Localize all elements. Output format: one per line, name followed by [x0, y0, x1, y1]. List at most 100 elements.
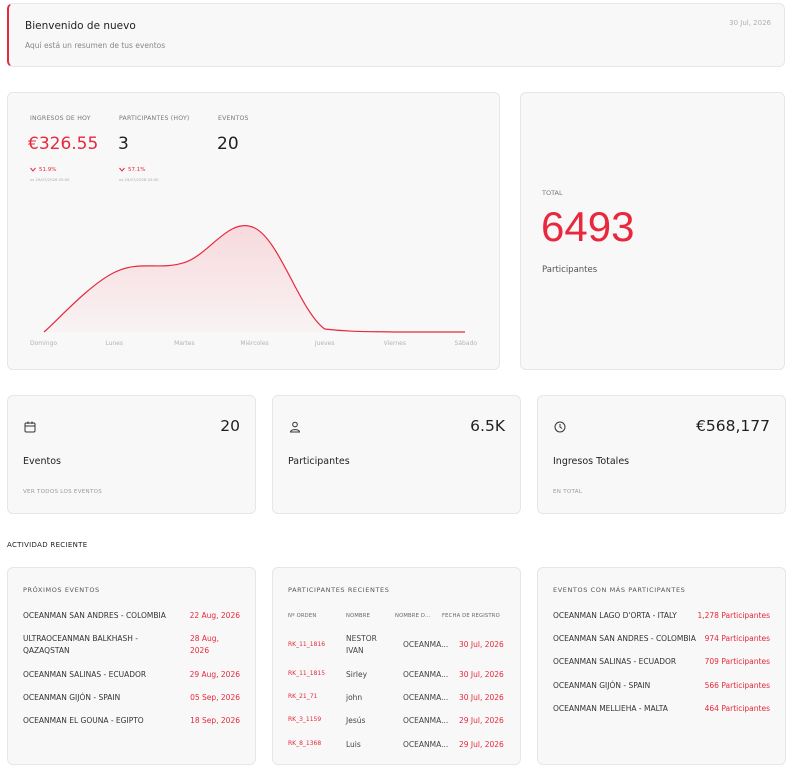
list-item[interactable]: OCEANMAN MELLIEHA - MALTA 464 Participant…	[553, 704, 770, 713]
events-label: EVENTOS	[218, 115, 249, 122]
recent-participants-title: PARTICIPANTES RECIENTES	[288, 586, 390, 594]
participants-delta-value: 57.1%	[128, 167, 146, 173]
registration-date: 29 Jul, 2026	[459, 740, 504, 749]
event-date: 22 Aug, 2026	[189, 611, 240, 620]
column-header: FECHA DE REGISTRO	[442, 613, 500, 619]
top-events-title: EVENTOS CON MÁS PARTICIPANTES	[553, 586, 686, 594]
income-vs: vs 29/07/2026 05:00	[30, 177, 70, 182]
order-id[interactable]: RK_8_1368	[288, 740, 322, 747]
order-id[interactable]: RK_11_1815	[288, 670, 326, 677]
event-name: OCEANMAN EL GOUNA - EGIPTO	[23, 716, 144, 725]
registration-date: 30 Jul, 2026	[459, 693, 504, 702]
welcome-banner: Bienvenido de nuevo Aquí está un resumen…	[7, 3, 785, 67]
list-item[interactable]: OCEANMAN SAN ANDRES - COLOMBIA 974 Partic…	[553, 634, 770, 643]
participant-count: 709 Participantes	[704, 657, 770, 666]
list-item[interactable]: OCEANMAN SALINAS - ECUADOR 709 Participan…	[553, 657, 770, 666]
participant-name: john	[346, 693, 363, 702]
list-item[interactable]: OCEANMAN GIJÓN - SPAIN 566 Participantes	[553, 681, 770, 690]
income-value: €326.55	[28, 134, 99, 154]
activity-heading: ACTIVIDAD RECIENTE	[7, 541, 88, 549]
registration-date: 30 Jul, 2026	[459, 640, 504, 649]
x-tick-label: Sábado	[455, 340, 478, 347]
participants-summary-name: Participantes	[288, 456, 350, 467]
list-item[interactable]: OCEANMAN EL GOUNA - EGIPTO 18 Sep, 2026	[23, 716, 240, 725]
order-id[interactable]: RK_21_71	[288, 693, 318, 700]
events-value: 20	[217, 134, 239, 154]
income-summary-name: Ingresos Totales	[553, 456, 630, 467]
list-item[interactable]: OCEANMAN LAGO D'ORTA - ITALY 1,278 Partic…	[553, 611, 770, 620]
event-name: OCEANMAN SALINAS - ECUADOR	[23, 670, 147, 679]
events-summary-value: 20	[220, 417, 240, 435]
x-tick-label: Viernes	[384, 340, 406, 347]
chevron-down-icon	[119, 167, 125, 172]
income-summary-card[interactable]: €568,177 Ingresos Totales EN TOTAL	[537, 395, 786, 514]
view-all-events-link[interactable]: VER TODOS LOS EVENTOS	[23, 489, 103, 495]
chart-series-line	[43, 225, 465, 333]
participants-label: PARTICIPANTES (HOY)	[119, 115, 190, 122]
column-header: NOMBRE	[346, 613, 371, 619]
participants-vs: vs 29/07/2026 05:00	[119, 177, 159, 182]
events-summary-name: Eventos	[23, 456, 61, 467]
x-tick-label: Martes	[174, 340, 195, 347]
event-date: 05 Sep, 2026	[190, 693, 240, 702]
participant-count: 1,278 Participantes	[697, 611, 770, 620]
income-delta-value: 51.9%	[39, 167, 57, 173]
x-tick-label: Jueves	[314, 340, 335, 347]
participant-event: OCEANMA...	[403, 693, 449, 702]
income-delta: 51.9%	[30, 167, 56, 173]
total-label: TOTAL	[542, 189, 563, 197]
event-date: 28 Aug, 2026	[190, 634, 219, 655]
event-name: OCEANMAN GIJÓN - SPAIN	[23, 693, 121, 702]
participant-event: OCEANMA...	[403, 716, 449, 725]
total-card: TOTAL 6493 Participantes	[520, 92, 785, 370]
list-item[interactable]: ULTRAOCEANMAN BALKHASH - QAZAQSTAN 28 Aug…	[23, 633, 240, 657]
participant-event: OCEANMA...	[403, 740, 449, 749]
upcoming-events-title: PRÓXIMOS EVENTOS	[23, 586, 100, 594]
x-tick-label: Miércoles	[240, 340, 268, 347]
welcome-subtitle: Aquí está un resumen de tus eventos	[25, 41, 166, 50]
participants-summary-card[interactable]: 6.5K Participantes	[272, 395, 521, 514]
total-value: 6493	[541, 203, 635, 250]
participants-value: 3	[118, 134, 129, 154]
x-tick-label: Domingo	[30, 340, 57, 347]
event-name: OCEANMAN SAN ANDRES - COLOMBIA	[23, 611, 166, 620]
registration-date: 29 Jul, 2026	[459, 716, 504, 725]
column-header: Nº ORDEN	[288, 613, 317, 619]
current-date: 30 Jul, 2026	[729, 19, 771, 27]
list-item[interactable]: OCEANMAN SAN ANDRES - COLOMBIA 22 Aug, 20…	[23, 611, 240, 620]
participant-count: 566 Participantes	[704, 681, 770, 690]
income-label: INGRESOS DE HOY	[30, 115, 91, 122]
calendar-icon	[24, 421, 36, 433]
participants-summary-value: 6.5K	[470, 417, 505, 435]
event-name: OCEANMAN MELLIEHA - MALTA	[553, 704, 668, 713]
list-item[interactable]: OCEANMAN GIJÓN - SPAIN 05 Sep, 2026	[23, 693, 240, 702]
order-id[interactable]: RK_3_1159	[288, 716, 322, 723]
event-name: OCEANMAN SALINAS - ECUADOR	[553, 657, 677, 666]
welcome-title: Bienvenido de nuevo	[25, 20, 136, 32]
events-summary-card[interactable]: 20 Eventos VER TODOS LOS EVENTOS	[7, 395, 256, 514]
list-item[interactable]: OCEANMAN SALINAS - ECUADOR 29 Aug, 2026	[23, 670, 240, 679]
chart-area-fill	[44, 225, 465, 332]
participant-count: 464 Participantes	[704, 704, 770, 713]
participant-name: Jesús	[346, 716, 366, 725]
recent-participants-card: PARTICIPANTES RECIENTES Nº ORDEN NOMBRE …	[272, 567, 521, 765]
participant-name: Sirley	[346, 670, 368, 679]
income-summary-caption: EN TOTAL	[553, 489, 583, 495]
column-header: NOMBRE D...	[395, 613, 431, 619]
participant-name: Luis	[346, 740, 361, 749]
participant-count: 974 Participantes	[704, 634, 770, 643]
event-name: OCEANMAN LAGO D'ORTA - ITALY	[553, 611, 677, 620]
person-icon	[289, 421, 301, 433]
weekly-area-chart: Domingo Lunes Martes Miércoles Jueves Viernes…	[30, 225, 478, 347]
x-tick-label: Lunes	[105, 340, 123, 347]
order-id[interactable]: RK_11_1816	[288, 641, 326, 648]
total-caption: Participantes	[542, 265, 598, 275]
clock-icon	[554, 421, 566, 433]
event-date: 18 Sep, 2026	[190, 716, 240, 725]
participants-delta: 57.1%	[119, 167, 145, 173]
event-name: ULTRAOCEANMAN BALKHASH - QAZAQSTAN	[23, 634, 138, 655]
chevron-down-icon	[30, 167, 36, 172]
income-summary-value: €568,177	[696, 417, 770, 435]
participant-name: NESTOR IVAN	[346, 634, 377, 655]
event-name: OCEANMAN GIJÓN - SPAIN	[553, 681, 651, 690]
